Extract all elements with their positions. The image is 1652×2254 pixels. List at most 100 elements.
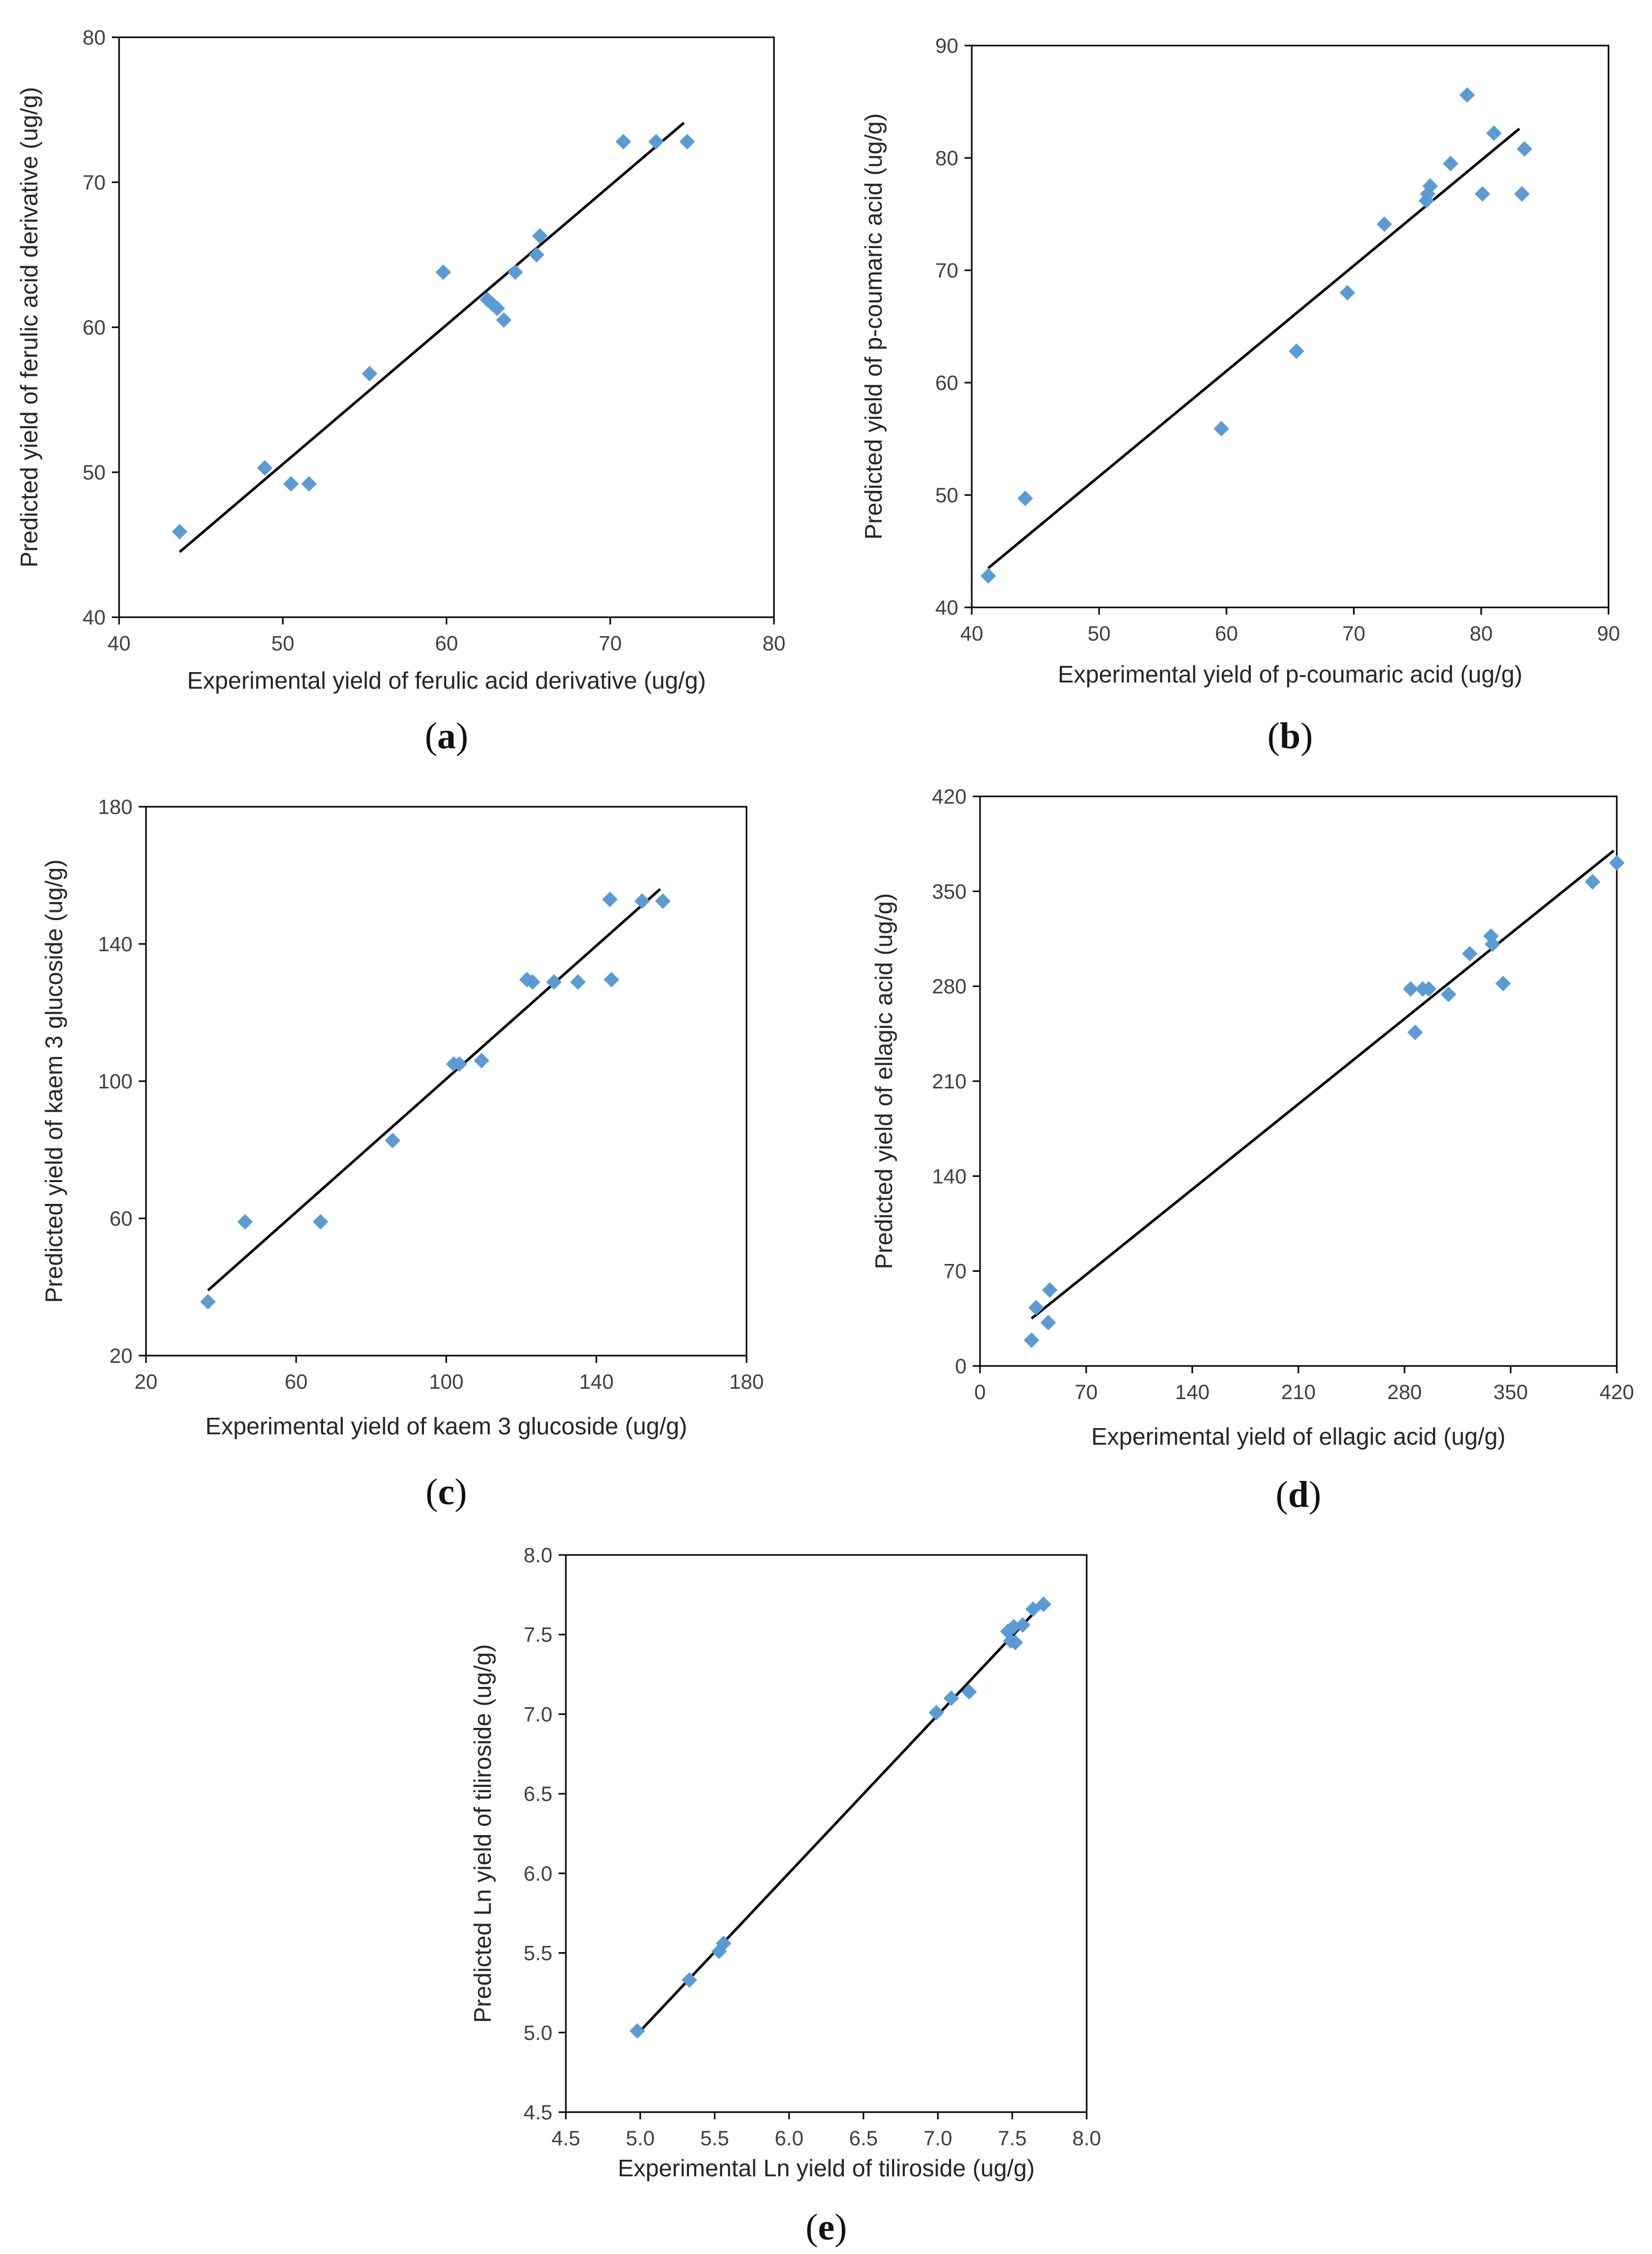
regression-line (987, 127, 1521, 569)
caption-paren-open: ( (1267, 715, 1280, 757)
data-point (361, 366, 377, 382)
y-tick-label: 8.0 (523, 1544, 552, 1567)
caption-paren-open: ( (1276, 1474, 1288, 1515)
x-tick-label: 180 (729, 1371, 764, 1393)
plot-frame (565, 1554, 1088, 2113)
panel-caption: (b) (1267, 715, 1313, 757)
y-tick-label: 4.5 (523, 2101, 552, 2124)
caption-letter: d (1288, 1474, 1309, 1515)
x-tick-label: 80 (763, 632, 786, 655)
data-point (385, 1132, 401, 1148)
data-point (546, 974, 562, 990)
x-tick-label: 280 (1387, 1381, 1422, 1404)
caption-letter: e (818, 2206, 835, 2248)
y-tick-label: 210 (932, 1070, 967, 1093)
x-tick-label: 7.0 (924, 2127, 953, 2150)
x-tick-label: 50 (1088, 622, 1111, 645)
data-point (237, 1214, 253, 1230)
y-tick-label: 40 (935, 597, 959, 619)
x-tick-label: 7.5 (998, 2127, 1027, 2150)
data-point (1028, 1300, 1044, 1316)
plot-frame (145, 806, 748, 1357)
y-tick-label: 280 (932, 976, 967, 998)
data-point (489, 300, 505, 316)
data-point (172, 523, 188, 540)
panel-caption: (d) (1276, 1474, 1321, 1515)
data-point (655, 893, 671, 909)
data-point (524, 974, 540, 990)
data-point (496, 312, 512, 328)
y-tick-label: 60 (935, 372, 959, 395)
data-point (1514, 186, 1530, 202)
y-tick-label: 6.5 (523, 1783, 552, 1806)
regression-line (179, 122, 685, 553)
x-tick-label: 210 (1281, 1381, 1316, 1404)
data-point (474, 1053, 490, 1069)
data-point (1609, 855, 1625, 871)
data-point (519, 971, 535, 987)
data-point (1421, 981, 1437, 997)
x-tick-label: 60 (435, 632, 458, 655)
data-point (943, 1690, 959, 1706)
y-tick-label: 420 (932, 786, 967, 808)
data-point (570, 974, 586, 990)
regression-line (635, 1602, 1045, 2037)
data-point (1035, 1596, 1051, 1612)
y-tick-label: 20 (110, 1345, 133, 1368)
y-axis-label: Predicted Ln yield of tiliroside (ug/g) (469, 1644, 496, 2023)
y-tick-label: 140 (932, 1165, 967, 1188)
y-tick-label: 70 (944, 1260, 967, 1283)
caption-paren-open: ( (806, 2206, 818, 2248)
caption-paren-close: ) (456, 715, 469, 757)
y-tick-label: 80 (935, 147, 959, 170)
chart-panel-c: 20 60 100 140 180 20 60 100 140 180 Experimental y… (40, 796, 764, 1513)
data-point (1025, 1601, 1041, 1617)
data-point (1440, 986, 1456, 1002)
data-point (1516, 141, 1532, 157)
y-tick-label: 350 (932, 880, 967, 903)
y-axis-label: Predicted yield of ellagic acid (ug/g) (870, 893, 897, 1269)
data-point (1474, 186, 1490, 202)
data-point (283, 476, 299, 492)
data-point (1017, 490, 1033, 506)
data-point (715, 1936, 732, 1952)
caption-letter: b (1280, 715, 1300, 757)
data-point (301, 476, 317, 492)
x-tick-label: 100 (429, 1371, 464, 1393)
x-axis-label: Experimental Ln yield of tiliroside (ug/… (618, 2155, 1034, 2182)
data-point (1422, 178, 1438, 194)
data-point (1486, 125, 1502, 141)
caption-paren-close: ) (455, 1471, 467, 1513)
data-point (681, 1972, 697, 1988)
data-point (629, 2023, 645, 2039)
caption-paren-close: ) (1309, 1474, 1321, 1515)
y-tick-label: 0 (955, 1355, 967, 1378)
data-point (532, 228, 548, 244)
data-point (200, 1293, 216, 1310)
panel-caption: (a) (425, 715, 469, 757)
data-point (616, 134, 632, 150)
y-tick-label: 60 (83, 316, 106, 339)
plot-frame (971, 45, 1610, 608)
data-point (1024, 1332, 1040, 1348)
data-point (1442, 155, 1458, 171)
chart-panel-b: 40 50 60 70 80 90 40 50 60 70 80 90 Experimental yie… (860, 35, 1620, 757)
data-point (1495, 976, 1511, 992)
data-point (928, 1705, 944, 1721)
y-tick-label: 7.0 (523, 1703, 552, 1726)
x-tick-label: 70 (1075, 1381, 1098, 1404)
data-point (1339, 285, 1355, 301)
data-point (1007, 1635, 1024, 1651)
data-point (679, 134, 695, 150)
y-tick-label: 60 (110, 1208, 133, 1230)
data-point (634, 893, 650, 909)
y-axis-label: Predicted yield of ferulic acid derivati… (16, 87, 42, 568)
x-tick-label: 50 (271, 632, 295, 655)
y-tick-label: 140 (98, 933, 133, 956)
x-tick-label: 350 (1494, 1381, 1528, 1404)
x-tick-label: 8.0 (1072, 2127, 1101, 2150)
data-point (1402, 981, 1419, 997)
x-tick-label: 140 (579, 1371, 614, 1393)
y-tick-label: 70 (83, 171, 106, 194)
data-point (980, 568, 996, 584)
